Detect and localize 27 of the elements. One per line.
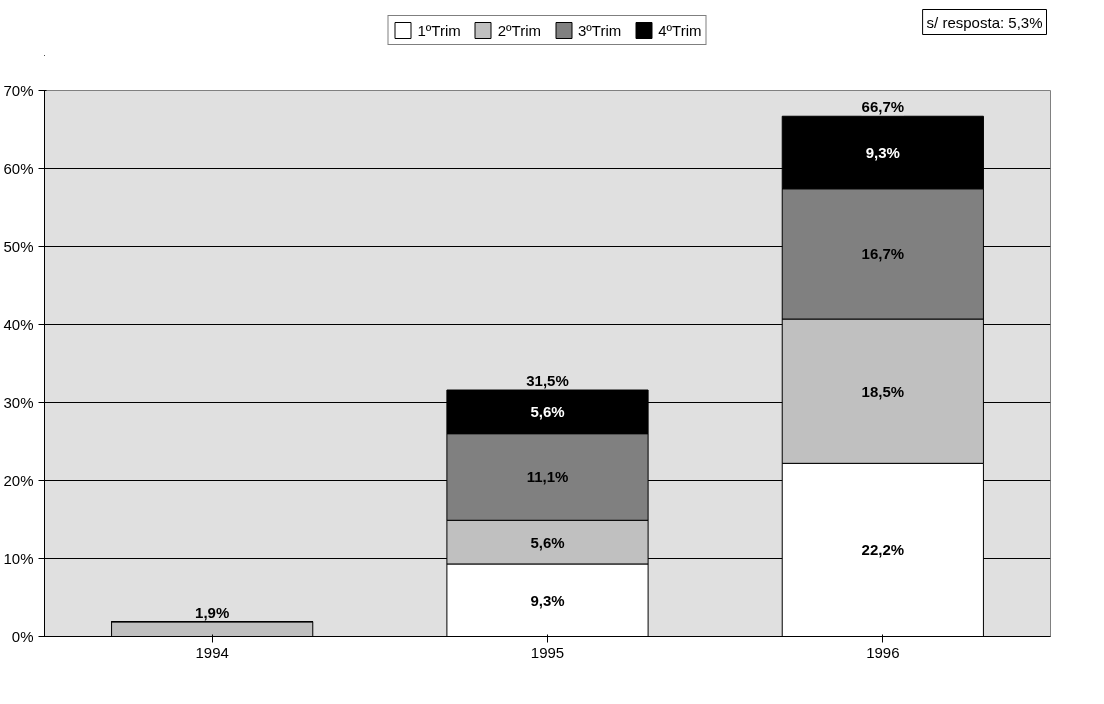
data-label: 9,3% (530, 591, 565, 609)
data-label: 22,2% (861, 541, 905, 559)
y-tick-label: 10% (3, 550, 34, 567)
data-label: 16,7% (861, 245, 905, 263)
total-label: 31,5% (526, 372, 569, 390)
y-tick-label: 60% (3, 160, 34, 177)
data-label: 9,3% (865, 144, 900, 162)
y-tick-label: 50% (3, 238, 34, 255)
x-tick-label: 1996 (866, 643, 900, 661)
data-label: 5,6% (530, 533, 565, 551)
legend-label: 1ºTrim (417, 21, 461, 39)
y-tick-label: 40% (3, 316, 34, 333)
data-label: 11,1% (526, 468, 569, 486)
y-tick-label: 70% (3, 82, 34, 99)
data-label: 5,6% (530, 403, 565, 421)
text: s/ resposta: 5,3% (926, 13, 1043, 31)
legend-label: 3ºTrim (578, 21, 622, 39)
legend-label: 2ºTrim (497, 21, 541, 39)
total-label: 1,9% (195, 603, 230, 621)
y-tick-label: 20% (3, 472, 34, 489)
total-label: 66,7% (861, 98, 905, 116)
y-tick-label: 30% (3, 394, 34, 411)
legend-label: 4ºTrim (658, 21, 702, 39)
x-tick-label: 1995 (530, 643, 565, 661)
x-tick-label: 1994 (195, 643, 229, 661)
y-tick-label: 0% (11, 628, 34, 645)
data-label: 18,5% (861, 382, 905, 400)
